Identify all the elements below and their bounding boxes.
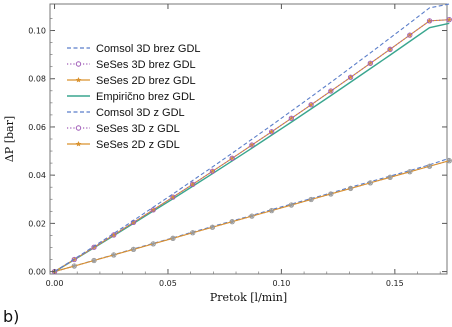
data-point <box>268 207 275 213</box>
data-point <box>367 180 373 186</box>
series-6 <box>51 157 452 274</box>
data-point <box>268 129 275 135</box>
data-point <box>190 229 196 236</box>
data-point <box>91 244 97 250</box>
legend-label: SeSes 3D brez GDL <box>96 59 196 71</box>
y-tick-label: 0.04 <box>28 171 46 180</box>
data-point <box>347 74 354 80</box>
data-point <box>209 224 216 230</box>
legend-label: Empirično brez GDL <box>96 91 195 103</box>
data-point <box>209 168 216 174</box>
data-point <box>229 218 235 224</box>
x-tick-label: 0.10 <box>272 279 290 288</box>
data-point <box>91 244 97 250</box>
y-axis-title: ΔP [bar] <box>3 116 16 162</box>
y-tick-label: 0.10 <box>28 27 46 36</box>
series-line <box>54 22 450 273</box>
legend-marker <box>75 61 82 67</box>
legend-entry: SeSes 2D brez GDL <box>67 75 196 87</box>
legend-marker <box>75 125 82 131</box>
data-point <box>308 196 314 202</box>
ticks-layer: 0.00 0.05 0.10 0.15 0.00 0.02 0.04 0.06 0.08 0.10 <box>28 4 447 288</box>
data-point <box>229 155 235 161</box>
x-axis-title: Pretok [l/min] <box>210 291 287 304</box>
data-point <box>446 16 452 22</box>
x-tick-label: 0.15 <box>386 279 404 288</box>
data-point <box>249 142 255 148</box>
series-line <box>54 19 450 273</box>
series-layer <box>51 3 452 275</box>
data-point <box>91 257 97 263</box>
data-point <box>446 17 452 23</box>
legend-entry: SeSes 2D z GDL <box>67 139 180 151</box>
data-point <box>426 18 433 24</box>
data-point <box>387 174 393 180</box>
data-point <box>111 252 117 258</box>
data-point <box>170 235 176 241</box>
data-point <box>288 115 295 121</box>
data-point <box>150 241 156 247</box>
data-point <box>71 256 77 263</box>
data-point <box>308 102 314 108</box>
legend-marker <box>75 141 82 147</box>
data-point <box>150 207 156 213</box>
data-point <box>367 60 373 66</box>
legend-label: Comsol 3D brez GDL <box>96 43 201 55</box>
data-point <box>387 46 393 52</box>
y-tick-label: 0.06 <box>28 123 46 132</box>
data-point <box>209 168 216 174</box>
legend-entry: Comsol 3D z GDL <box>67 107 185 119</box>
data-point <box>170 194 176 200</box>
data-point <box>328 191 334 197</box>
data-point <box>446 157 452 163</box>
x-tick-label: 0.05 <box>159 279 177 288</box>
series-1 <box>51 17 452 275</box>
legend-entry: Comsol 3D brez GDL <box>67 43 201 55</box>
x-tick-label: 0.00 <box>46 279 64 288</box>
data-point <box>288 202 295 208</box>
data-point <box>426 163 433 169</box>
legend-entry: Empirično brez GDL <box>67 91 195 103</box>
panel-label: b) <box>3 307 19 326</box>
legend-label: SeSes 3D z GDL <box>96 123 180 135</box>
data-point <box>130 246 137 252</box>
y-tick-label: 0.00 <box>28 268 46 277</box>
legend-entry: SeSes 3D brez GDL <box>67 59 196 71</box>
series-0 <box>54 3 450 273</box>
data-point <box>407 32 413 38</box>
data-point <box>328 88 334 94</box>
legend-label: SeSes 2D z GDL <box>96 139 180 151</box>
data-point <box>347 185 354 191</box>
legend-marker <box>75 77 82 83</box>
data-point <box>249 213 255 219</box>
data-point <box>71 263 77 269</box>
data-point <box>407 168 413 175</box>
data-point <box>407 32 413 38</box>
legend-entry: SeSes 3D z GDL <box>67 123 180 135</box>
series-3 <box>54 22 450 273</box>
data-point <box>190 181 196 187</box>
legend: Comsol 3D brez GDL SeSes 3D brez GDL SeSes… <box>63 38 223 154</box>
legend-label: SeSes 2D brez GDL <box>96 75 196 87</box>
series-line <box>54 3 450 273</box>
legend-label: Comsol 3D z GDL <box>96 107 185 119</box>
y-tick-label: 0.08 <box>28 75 46 84</box>
y-tick-label: 0.02 <box>28 219 46 228</box>
